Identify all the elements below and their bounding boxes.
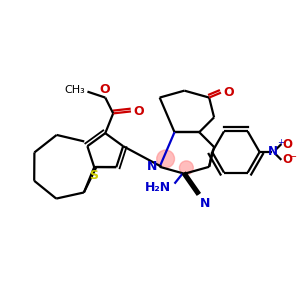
Text: O: O: [99, 82, 110, 96]
Text: CH₃: CH₃: [65, 85, 85, 95]
Text: O: O: [223, 86, 234, 99]
Text: −: −: [289, 152, 297, 162]
Text: O: O: [282, 138, 292, 151]
Text: N: N: [267, 146, 278, 158]
Circle shape: [157, 150, 175, 168]
Text: +: +: [278, 138, 284, 147]
Text: N: N: [147, 160, 158, 173]
Text: S: S: [89, 169, 98, 182]
Text: O: O: [282, 153, 292, 167]
Text: O: O: [133, 105, 144, 118]
Circle shape: [179, 161, 193, 175]
Text: H₂N: H₂N: [144, 181, 171, 194]
Text: N: N: [200, 197, 211, 211]
